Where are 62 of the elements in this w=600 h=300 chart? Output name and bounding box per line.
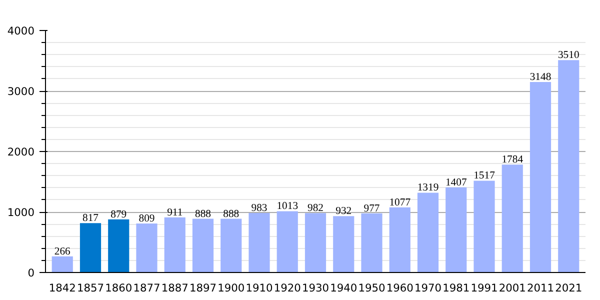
x-tick-label: 1991 <box>470 282 498 294</box>
x-tick-label: 2021 <box>555 282 582 294</box>
data-label: 1407 <box>445 177 468 188</box>
x-tick-label: 1970 <box>414 282 442 294</box>
y-tick-label: 1000 <box>7 206 35 219</box>
x-tick-label: 1877 <box>133 282 160 294</box>
x-tick-label: 1842 <box>48 282 76 294</box>
x-tick-label: 1960 <box>386 282 414 294</box>
bar <box>333 216 354 272</box>
data-label: 817 <box>82 213 100 224</box>
data-label: 1319 <box>417 182 439 194</box>
bar <box>361 213 382 272</box>
bar <box>276 211 298 272</box>
bar <box>108 219 130 272</box>
bar <box>52 256 73 272</box>
y-tick-label: 2000 <box>7 146 35 158</box>
data-label: 888 <box>195 208 211 220</box>
x-tick-label: 1860 <box>105 282 132 294</box>
x-tick-label: 1910 <box>246 282 274 294</box>
x-tick-label: 1920 <box>274 282 302 294</box>
x-tick-label: 2001 <box>498 282 526 294</box>
y-tick-label: 3000 <box>7 85 35 98</box>
y-tick-label: 4000 <box>7 24 35 38</box>
bar <box>164 217 186 272</box>
x-tick-label: 1857 <box>76 282 104 294</box>
bar <box>389 207 410 272</box>
x-tick-label: 1900 <box>218 282 245 294</box>
data-label: 809 <box>138 214 155 225</box>
x-tick-label: 1950 <box>358 282 386 294</box>
x-tick-label: 1897 <box>189 282 217 294</box>
x-tick-label: 1981 <box>442 282 470 294</box>
bar <box>502 164 523 272</box>
data-label: 1013 <box>276 201 298 212</box>
x-tick-label: 2011 <box>526 282 554 294</box>
x-tick-label: 1940 <box>330 282 358 294</box>
data-label: 888 <box>223 208 240 220</box>
data-label: 983 <box>251 203 268 214</box>
bar <box>530 82 552 272</box>
bar <box>446 187 467 272</box>
bar <box>304 213 326 272</box>
data-label: 1077 <box>389 197 412 208</box>
bar <box>192 218 214 272</box>
data-label: 911 <box>167 207 183 218</box>
data-label: 982 <box>308 203 324 214</box>
bar <box>417 192 439 272</box>
bar <box>558 60 580 272</box>
data-label: 932 <box>336 206 352 218</box>
data-label: 1517 <box>474 170 496 182</box>
bar <box>474 180 495 272</box>
data-label: 3510 <box>558 50 580 62</box>
bar <box>248 213 270 272</box>
x-tick-label: 1887 <box>161 282 188 294</box>
bar <box>220 218 242 272</box>
x-tick-label: 1930 <box>302 282 330 294</box>
data-label: 879 <box>110 209 127 220</box>
data-label: 266 <box>54 246 72 258</box>
data-label: 3148 <box>530 72 552 84</box>
data-label: 1784 <box>502 154 524 166</box>
data-label: 977 <box>364 203 380 214</box>
bar <box>80 223 102 272</box>
bar <box>136 224 158 272</box>
y-tick-label: 0 <box>28 266 35 280</box>
